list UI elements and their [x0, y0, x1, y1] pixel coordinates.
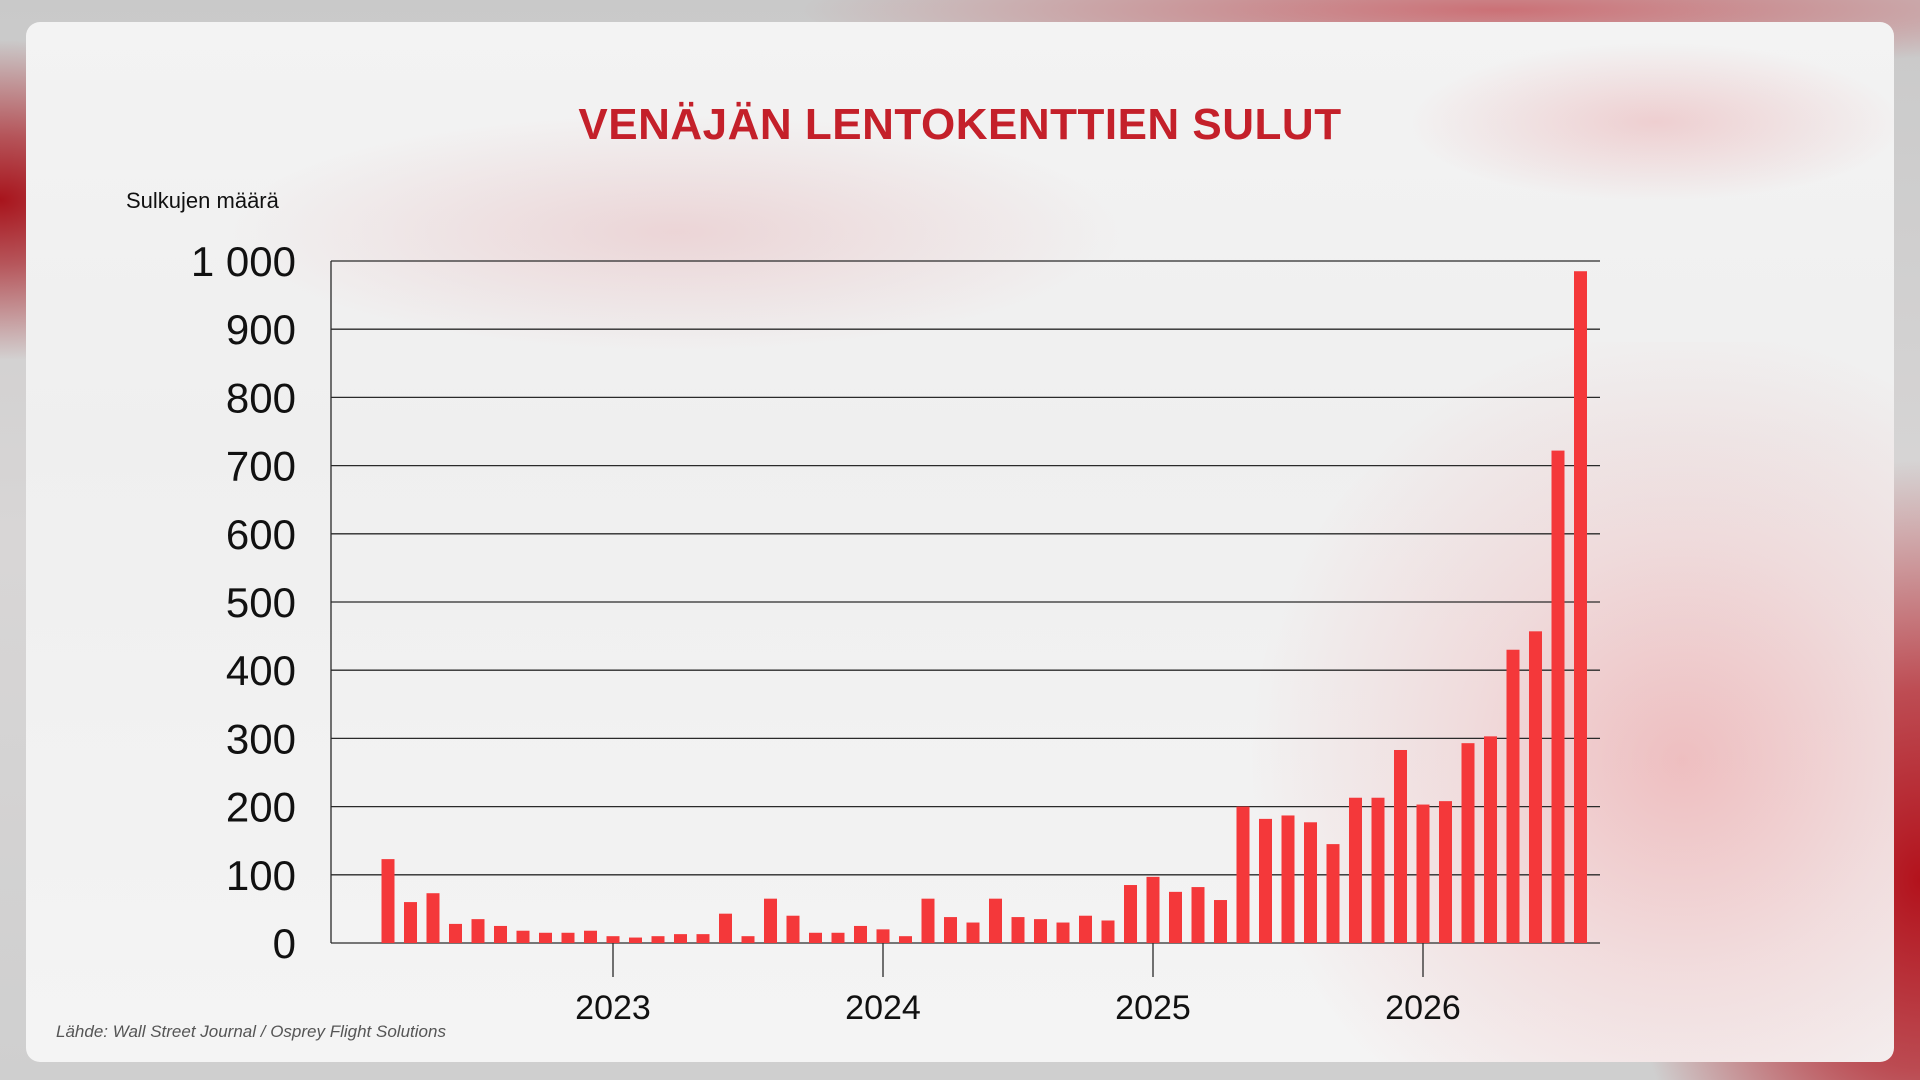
y-tick-label: 700 [226, 443, 296, 490]
bar [1101, 920, 1115, 943]
x-tick-label: 2023 [575, 989, 651, 1027]
bar [719, 913, 732, 943]
bar [449, 923, 462, 943]
y-tick-label: 800 [226, 374, 296, 421]
bar [854, 925, 867, 943]
bar [809, 932, 822, 943]
y-tick-label: 1 000 [191, 238, 296, 285]
chart-title: VENÄJÄN LENTOKENTTIEN SULUT [578, 100, 1342, 149]
bar [494, 925, 507, 943]
bar [561, 932, 575, 943]
x-tick-label: 2024 [845, 989, 921, 1027]
bar [764, 898, 777, 943]
y-tick-label: 500 [226, 579, 296, 626]
bar [899, 936, 912, 943]
bar-chart: 0 100 200 300 400 500 600 700 800 900 1 000 2023 202… [191, 238, 1600, 1027]
bar [1124, 885, 1137, 943]
bar [1416, 804, 1430, 943]
bar [404, 902, 417, 943]
bar [1326, 844, 1340, 943]
bar [1191, 887, 1205, 943]
x-tick-label: 2026 [1385, 989, 1461, 1027]
bar [606, 936, 620, 943]
bar [1034, 919, 1047, 943]
bar [786, 915, 800, 943]
bar [876, 929, 890, 943]
bar [1484, 736, 1497, 943]
y-tick-label: 400 [226, 647, 296, 694]
bar [381, 859, 395, 943]
bar [1236, 806, 1250, 943]
bar [989, 898, 1002, 943]
y-tick-label: 0 [273, 920, 296, 967]
bar [629, 937, 642, 943]
bar [1371, 797, 1385, 943]
bar [1394, 749, 1407, 943]
bar [1011, 917, 1025, 943]
y-axis-label: Sulkujen määrä [126, 188, 279, 213]
bar [831, 932, 845, 943]
bar [1349, 797, 1362, 943]
bar [1281, 815, 1295, 943]
bar [944, 917, 957, 943]
bar [921, 898, 935, 943]
bar [741, 936, 755, 943]
bar [1214, 900, 1227, 943]
bar [471, 919, 485, 943]
y-tick-label: 900 [226, 306, 296, 353]
bar [1551, 450, 1565, 943]
bar [1574, 271, 1587, 943]
source-note: Lähde: Wall Street Journal / Osprey Flig… [56, 1022, 446, 1041]
x-tick-label: 2025 [1115, 989, 1191, 1027]
bar [1169, 891, 1182, 943]
bar [651, 936, 665, 943]
bar [516, 930, 530, 943]
bar [539, 932, 552, 943]
y-tick-label: 600 [226, 511, 296, 558]
bar [966, 922, 980, 943]
bar [1259, 818, 1272, 943]
bar [1461, 743, 1475, 943]
bar [1439, 801, 1452, 943]
bar [426, 893, 440, 943]
y-tick-label: 300 [226, 715, 296, 762]
bar [674, 934, 687, 943]
bar [1079, 915, 1092, 943]
bar [584, 930, 597, 943]
bar [1304, 822, 1317, 943]
bar [1506, 649, 1520, 943]
y-tick-label: 200 [226, 784, 296, 831]
bar [696, 934, 710, 943]
bar [1146, 876, 1160, 943]
y-tick-label: 100 [226, 852, 296, 899]
bar [1056, 922, 1070, 943]
chart-card: VENÄJÄN LENTOKENTTIEN SULUT Sulkujen mää… [26, 22, 1894, 1062]
bar [1529, 631, 1542, 943]
